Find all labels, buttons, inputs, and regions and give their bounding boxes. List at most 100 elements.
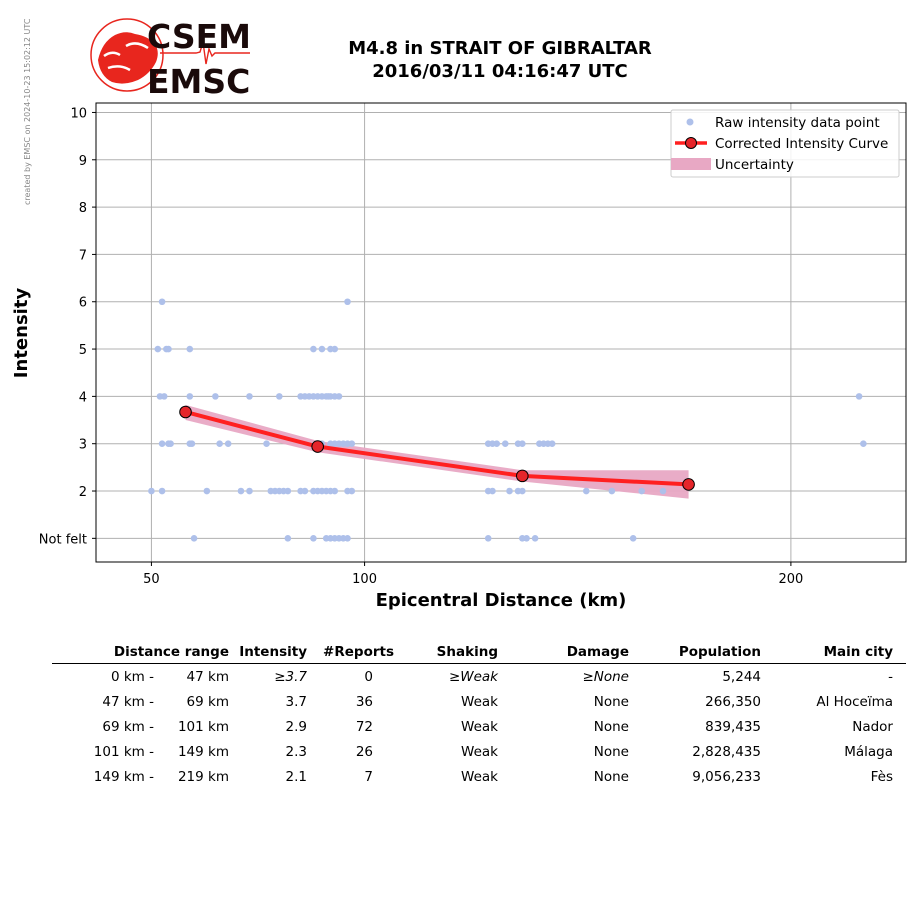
- logo-continents: [103, 42, 149, 72]
- cell-intensity: 3.7: [285, 694, 307, 710]
- plot-frame: [95, 102, 907, 563]
- cell-distance-from: 47 km -: [102, 694, 154, 710]
- x-tick-label: 200: [778, 572, 803, 587]
- legend-uncertainty-swatch: [671, 158, 711, 170]
- cell-distance-to: 149 km: [177, 744, 229, 760]
- raw-points-layer: [148, 298, 867, 542]
- cell-city: -: [888, 669, 893, 685]
- legend-curve-label: Corrected Intensity Curve: [715, 136, 888, 152]
- raw-data-point: [335, 393, 343, 400]
- cell-reports: 36: [355, 694, 373, 710]
- y-tick-label: Not felt: [39, 532, 87, 547]
- cell-damage: None: [593, 769, 629, 785]
- cell-shaking: Weak: [461, 694, 498, 710]
- cell-shaking: Weak: [461, 719, 498, 735]
- raw-data-point: [659, 487, 667, 495]
- cell-damage: None: [593, 719, 629, 735]
- legend-box: [670, 109, 900, 178]
- y-tick-label: 3: [79, 438, 87, 453]
- cell-city: Fès: [870, 769, 893, 785]
- curve-marker: [516, 469, 529, 483]
- logo-seismogram-icon: [160, 41, 250, 65]
- cell-intensity: 2.9: [285, 719, 307, 735]
- raw-data-point: [638, 487, 645, 495]
- y-tick-label: 9: [79, 154, 87, 169]
- th-reports: #Reports: [323, 644, 394, 660]
- raw-data-point: [154, 345, 162, 353]
- legend-curve-marker: [685, 137, 697, 149]
- corrected-intensity-curve: [185, 410, 689, 487]
- raw-data-point: [531, 535, 539, 542]
- cell-population: 839,435: [705, 719, 761, 735]
- raw-data-point: [501, 440, 509, 448]
- legend-uncertainty-label: Uncertainty: [715, 157, 794, 173]
- raw-data-point: [148, 487, 155, 495]
- cell-population: 266,350: [705, 694, 761, 710]
- raw-data-point: [203, 487, 211, 495]
- cell-shaking: Weak: [461, 744, 498, 760]
- raw-data-point: [160, 393, 168, 400]
- cell-shaking: Weak: [461, 769, 498, 785]
- cell-distance-to: 69 km: [186, 694, 229, 710]
- raw-data-point: [548, 440, 556, 448]
- th-city: Main city: [823, 644, 893, 660]
- raw-data-point: [246, 487, 253, 495]
- raw-data-point: [190, 535, 198, 542]
- raw-data-point: [629, 535, 637, 542]
- raw-data-point: [165, 345, 172, 353]
- raw-data-point: [301, 487, 309, 495]
- y-tick-label: 10: [70, 106, 87, 121]
- logo-globe-ring: [90, 18, 164, 92]
- th-intensity: Intensity: [239, 644, 307, 660]
- raw-data-point: [216, 440, 223, 448]
- legend: Raw intensity data point Corrected Inten…: [670, 109, 900, 178]
- logo-emsc: EMSC: [147, 62, 250, 101]
- chart-subtitle: 2016/03/11 04:16:47 UTC: [372, 61, 628, 82]
- y-tick-label: 7: [79, 248, 87, 263]
- cell-intensity: 2.1: [285, 769, 307, 785]
- raw-data-point: [310, 535, 317, 542]
- cell-intensity: ≥3.7: [274, 669, 307, 685]
- raw-data-point: [188, 440, 196, 448]
- raw-data-point: [489, 487, 496, 495]
- cell-reports: 26: [355, 744, 373, 760]
- cell-shaking: ≥Weak: [448, 669, 498, 685]
- th-damage: Damage: [566, 644, 629, 660]
- curve-marker: [682, 478, 695, 491]
- raw-data-point: [519, 487, 526, 495]
- raw-data-point: [331, 345, 339, 353]
- cell-distance-to: 47 km: [186, 669, 229, 685]
- y-tick-label: 5: [79, 343, 87, 358]
- logo-csem: CSEM: [147, 17, 251, 56]
- raw-data-point: [284, 487, 292, 495]
- cell-distance-to: 101 km: [177, 719, 229, 735]
- cell-city: Málaga: [844, 744, 893, 760]
- raw-data-point: [484, 535, 492, 542]
- cell-reports: 0: [364, 669, 373, 685]
- raw-data-point: [493, 440, 501, 448]
- raw-data-point: [212, 393, 219, 400]
- raw-data-point: [167, 440, 174, 448]
- cell-damage: None: [593, 744, 629, 760]
- raw-data-point: [506, 487, 513, 495]
- raw-data-point: [186, 393, 194, 400]
- cell-distance-from: 101 km -: [93, 744, 154, 760]
- cell-distance-from: 149 km -: [93, 769, 154, 785]
- legend-raw-marker: [686, 118, 694, 126]
- raw-data-point: [158, 298, 166, 306]
- curve-layer: [179, 405, 695, 491]
- cell-distance-to: 219 km: [177, 769, 229, 785]
- th-distance: Distance range: [113, 644, 229, 660]
- raw-data-point: [318, 345, 326, 353]
- curve-marker: [179, 405, 192, 419]
- raw-data-point: [276, 393, 283, 400]
- raw-data-point: [158, 440, 166, 448]
- raw-data-point: [325, 393, 332, 400]
- y-tick-label: 4: [79, 390, 87, 405]
- raw-data-point: [237, 487, 245, 495]
- cell-damage: ≥None: [582, 669, 629, 685]
- chart-title: M4.8 in STRAIT OF GIBRALTAR: [348, 38, 652, 59]
- cell-population: 9,056,233: [692, 769, 761, 785]
- x-tick-label: 50: [143, 572, 160, 587]
- curve-marker: [311, 440, 324, 453]
